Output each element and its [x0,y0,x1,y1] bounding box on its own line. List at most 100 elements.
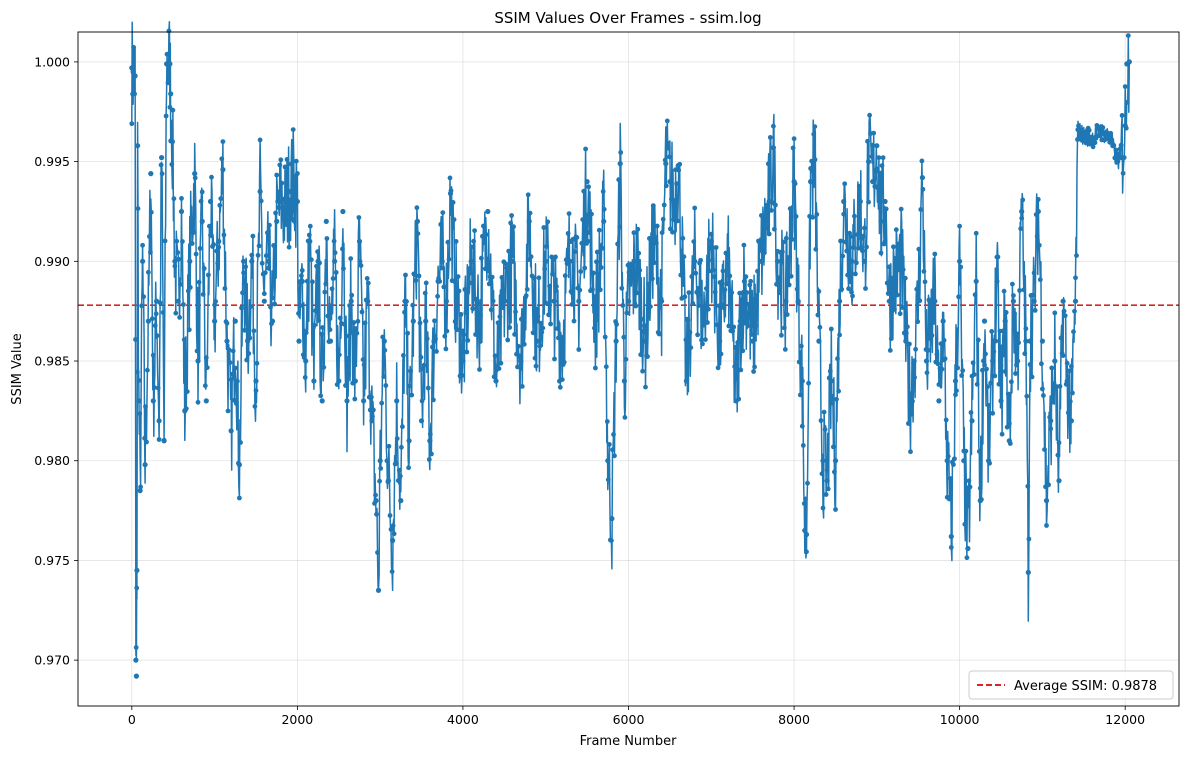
series-point [885,291,891,296]
series-key-point [161,438,167,444]
series-point [279,180,285,186]
series-point [855,232,860,238]
series-key-point [861,258,868,264]
series-point [344,333,349,339]
series-point [255,252,261,258]
series-key-point [650,238,656,244]
series-point [583,146,588,152]
series-key-point [1025,569,1031,576]
series-point [729,290,735,295]
series-point [787,206,793,212]
series-point [798,343,804,349]
series-point [324,236,330,241]
series-point [280,215,286,221]
series-point [408,368,414,374]
series-point [636,250,642,256]
series-point [784,312,790,317]
series-point [888,336,894,342]
series-key-point [849,258,855,264]
series-point [659,230,665,236]
series-point [902,275,908,281]
series-point [715,365,721,371]
series-point [921,269,927,274]
series-point [214,248,220,254]
series-point [517,353,522,359]
series-point [796,359,802,365]
series-key-point [1019,208,1025,215]
series-point [671,217,676,223]
series-point [246,351,252,356]
series-point [674,181,679,187]
series-point [1030,292,1036,298]
series-key-point [820,458,826,464]
series-point [956,294,961,300]
series-point [140,242,146,248]
series-point [213,299,219,304]
series-key-point [936,398,942,404]
series-key-point [224,338,230,344]
series-point [661,202,667,208]
series-point [202,383,208,389]
series-point [993,338,999,344]
series-point [544,244,550,249]
series-point [799,423,805,429]
series-point [200,292,206,297]
series-point [139,303,145,309]
series-point [1056,440,1062,446]
series-point [298,303,303,308]
series-key-point [766,198,772,205]
series-key-point [700,318,706,324]
series-key-point [551,298,557,304]
series-point [611,432,616,437]
series-point [1042,447,1047,452]
series-point [665,145,671,151]
series-point [419,398,425,404]
series-point [206,272,211,278]
series-point [818,418,824,423]
series-point [907,341,912,347]
series-point [810,214,816,220]
series-point [718,351,724,357]
series-key-point [172,258,178,264]
series-point [861,233,866,239]
series-point [656,331,662,337]
series-point [906,421,911,426]
series-key-point [708,238,714,244]
series-point [293,158,299,164]
series-key-point [192,171,198,177]
series-point [370,414,375,419]
series-point [519,316,524,322]
series-point [394,436,400,441]
series-key-point [932,298,938,304]
y-axis-title: SSIM Value [10,333,25,404]
series-point [640,368,645,374]
series-point [149,316,155,322]
series-key-point [683,378,690,384]
series-point [471,238,476,244]
series-point [884,280,890,286]
series-point [874,166,880,172]
series-point [1122,84,1128,89]
series-key-point [365,298,371,304]
series-key-point [903,338,909,344]
series-point [892,306,897,312]
series-point [922,279,928,285]
series-point [883,206,889,212]
series-point [481,223,486,229]
series-key-point [605,458,611,464]
series-point [1050,399,1056,405]
series-point [453,239,459,244]
series-key-point [1023,338,1029,344]
y-tick-label: 1.000 [34,54,70,69]
series-key-point [940,318,946,324]
series-key-point [156,418,162,424]
series-line-layer [131,20,1131,662]
series-point [364,276,370,281]
series-key-point [373,498,379,504]
series-point [286,244,292,250]
series-point [369,394,374,400]
series-point [649,272,654,278]
series-point [647,236,652,241]
series-point [1113,147,1119,153]
series-point [310,279,315,285]
